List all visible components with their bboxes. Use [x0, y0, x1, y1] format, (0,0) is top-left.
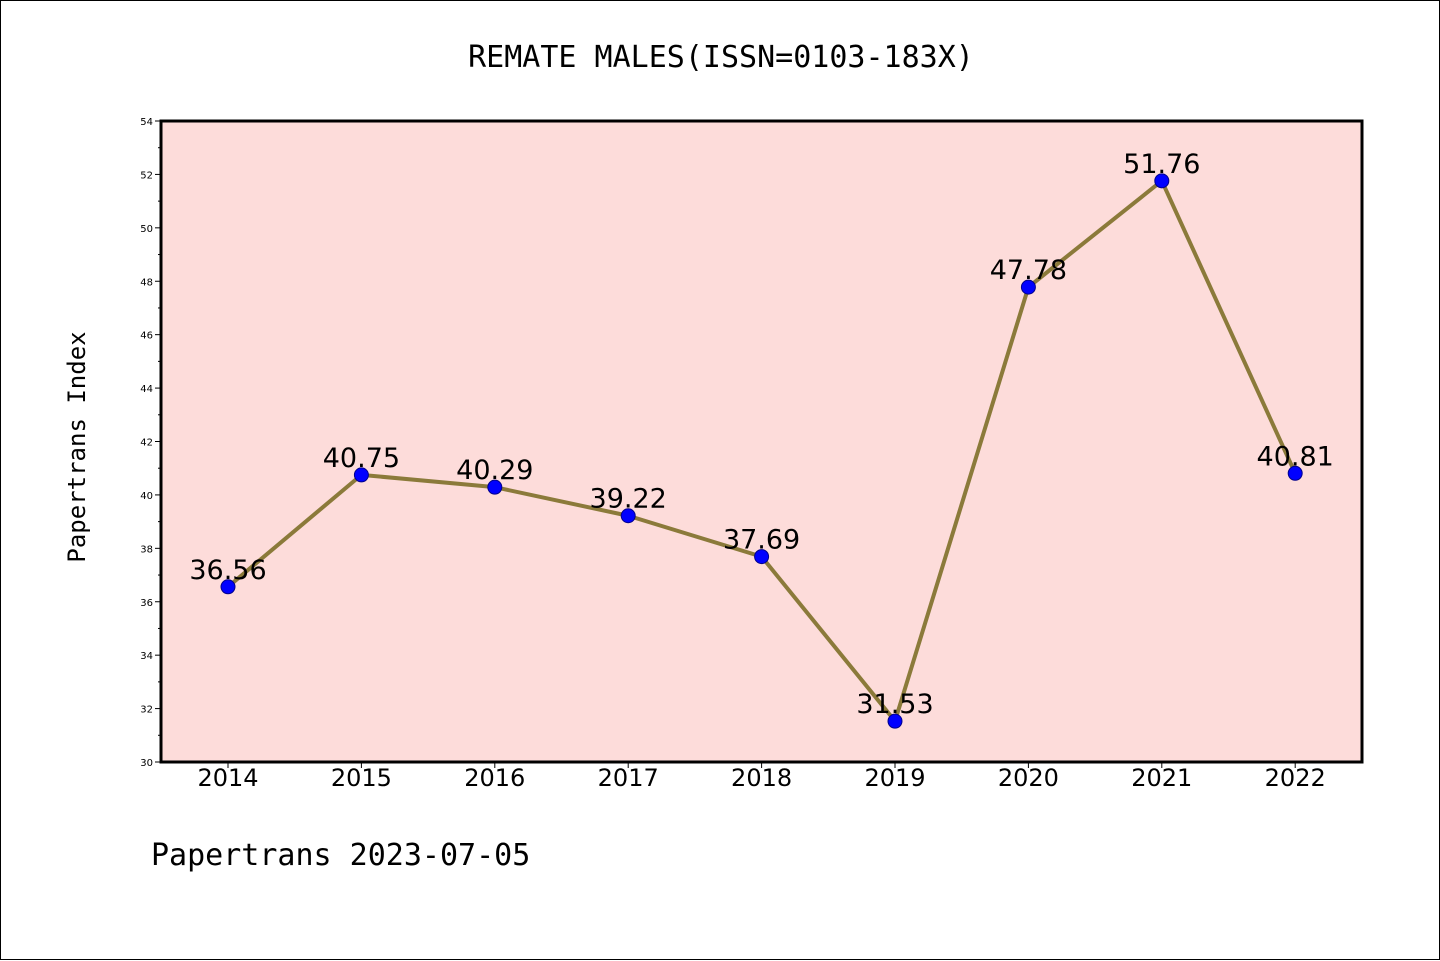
data-label: 40.75 [323, 443, 400, 474]
y-tick-label: 38 [140, 544, 153, 555]
x-tick-label: 2018 [731, 764, 792, 792]
data-point [887, 713, 903, 729]
plot-area [159, 119, 1364, 764]
y-tick-label: 32 [140, 705, 153, 716]
y-tick-label: 52 [140, 170, 153, 181]
data-point [487, 479, 503, 495]
data-point [620, 508, 636, 524]
data-point [1020, 279, 1036, 295]
y-axis: 30 32 34 36 38 40 42 44 46 48 50 52 54 [140, 117, 161, 769]
x-tick-label: 2022 [1265, 764, 1326, 792]
x-axis: 2014 2015 2016 2017 2018 2019 2020 2021 2022 [197, 762, 1326, 792]
footer-date: Papertrans 2023-07-05 [151, 838, 530, 873]
series-line-group: 36.56 40.75 40.29 39.22 37.69 31.53 47.78 51.76… [189, 149, 1334, 729]
y-tick-label: 54 [140, 117, 153, 128]
data-label: 36.56 [189, 555, 266, 586]
y-tick-label: 42 [140, 438, 153, 449]
data-label: 37.69 [723, 525, 800, 556]
x-tick-label: 2021 [1131, 764, 1192, 792]
y-tick-label: 48 [140, 277, 153, 288]
data-label: 40.29 [456, 455, 533, 486]
y-tick-label: 50 [140, 224, 153, 235]
data-label: 51.76 [1123, 149, 1200, 180]
x-tick-label: 2014 [197, 764, 258, 792]
data-point [754, 549, 770, 565]
x-tick-label: 2019 [864, 764, 925, 792]
y-tick-label: 46 [140, 331, 153, 342]
y-axis-label: Papertrans Index [63, 331, 91, 562]
y-tick-label: 44 [140, 384, 153, 395]
data-label: 47.78 [990, 255, 1067, 286]
x-tick-label: 2017 [598, 764, 659, 792]
x-tick-label: 2016 [464, 764, 525, 792]
data-label: 40.81 [1257, 441, 1334, 472]
data-point [353, 467, 369, 483]
data-point [1287, 465, 1303, 481]
chart-title: REMATE MALES(ISSN=0103-183X) [468, 40, 974, 75]
data-point [1154, 173, 1170, 189]
data-label: 31.53 [856, 689, 933, 720]
y-tick-label: 34 [140, 651, 153, 662]
x-tick-label: 2015 [331, 764, 392, 792]
data-label: 39.22 [590, 484, 667, 515]
y-tick-label: 40 [140, 491, 153, 502]
y-tick-label: 36 [140, 598, 153, 609]
y-tick-label: 30 [140, 758, 153, 769]
data-point [220, 579, 236, 595]
x-tick-label: 2020 [998, 764, 1059, 792]
